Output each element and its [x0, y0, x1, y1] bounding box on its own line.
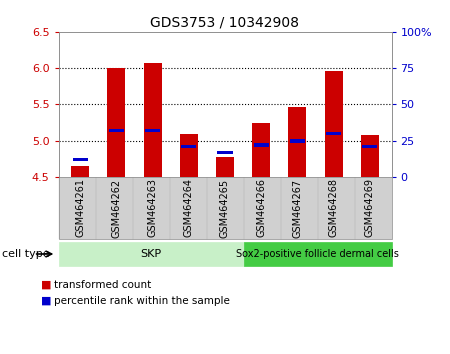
Bar	[181, 145, 197, 148]
Text: SKP: SKP	[140, 249, 162, 259]
Bar	[252, 122, 270, 177]
Bar	[180, 134, 198, 177]
Text: ■: ■	[40, 296, 51, 306]
Bar	[217, 150, 233, 154]
Text: percentile rank within the sample: percentile rank within the sample	[54, 296, 230, 306]
Title: GDS3753 / 10342908: GDS3753 / 10342908	[150, 15, 300, 29]
Bar	[362, 145, 378, 148]
Bar	[72, 158, 88, 161]
Bar	[109, 129, 124, 132]
Text: ■: ■	[40, 280, 51, 290]
Bar	[253, 143, 269, 147]
Bar	[108, 68, 126, 177]
Bar	[216, 158, 234, 177]
Bar	[145, 129, 160, 132]
Bar	[290, 139, 305, 143]
Text: Sox2-positive follicle dermal cells: Sox2-positive follicle dermal cells	[236, 249, 399, 259]
Bar	[361, 135, 379, 177]
Bar	[71, 166, 89, 177]
Bar	[288, 107, 306, 177]
Bar	[144, 63, 162, 177]
Bar	[324, 71, 342, 177]
Bar	[326, 132, 341, 135]
Text: transformed count: transformed count	[54, 280, 151, 290]
Text: cell type: cell type	[2, 249, 50, 259]
